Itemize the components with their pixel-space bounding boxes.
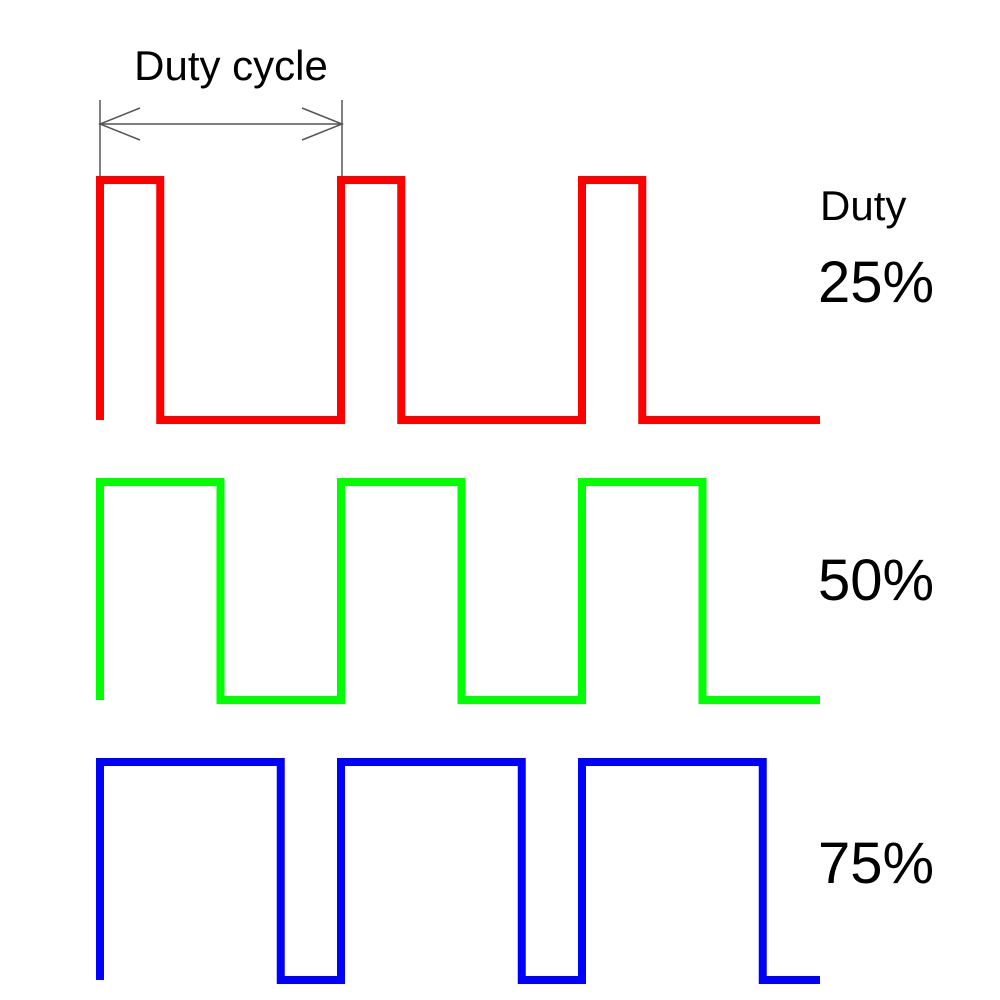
duty-label-75: 75%: [818, 831, 934, 896]
duty-heading: Duty: [820, 182, 906, 229]
period-arrow-right: [301, 107, 345, 141]
period-dimension: Duty cycle: [97, 42, 345, 200]
period-arrow-left: [97, 107, 141, 141]
period-label: Duty cycle: [134, 42, 328, 89]
waveform-duty-75: [96, 758, 820, 984]
waveform-duty-50: [96, 478, 820, 704]
waveform-duty-25: [96, 176, 820, 424]
duty-label-50: 50%: [818, 548, 934, 613]
waveforms: [96, 176, 820, 984]
duty-label-25: 25%: [818, 250, 934, 315]
